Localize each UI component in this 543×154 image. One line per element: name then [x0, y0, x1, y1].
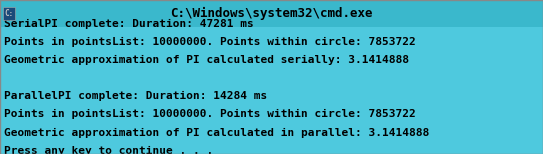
Text: Points in pointsList: 10000000. Points within circle: 7853722: Points in pointsList: 10000000. Points w… — [4, 37, 416, 47]
Bar — [0, 0, 543, 27]
Text: Geometric approximation of PI calculated in parallel: 3.1414888: Geometric approximation of PI calculated… — [4, 128, 430, 138]
Text: SerialPI complete: Duration: 47281 ms: SerialPI complete: Duration: 47281 ms — [4, 18, 254, 28]
Bar — [0, 27, 543, 154]
Text: Geometric approximation of PI calculated serially: 3.1414888: Geometric approximation of PI calculated… — [4, 55, 409, 65]
Text: Points in pointsList: 10000000. Points within circle: 7853722: Points in pointsList: 10000000. Points w… — [4, 109, 416, 119]
Text: ParallelPI complete: Duration: 14284 ms: ParallelPI complete: Duration: 14284 ms — [4, 91, 268, 101]
Text: Press any key to continue . . . _: Press any key to continue . . . _ — [4, 146, 227, 154]
Text: C:: C: — [4, 9, 14, 18]
Text: C:\Windows\system32\cmd.exe: C:\Windows\system32\cmd.exe — [171, 7, 372, 20]
